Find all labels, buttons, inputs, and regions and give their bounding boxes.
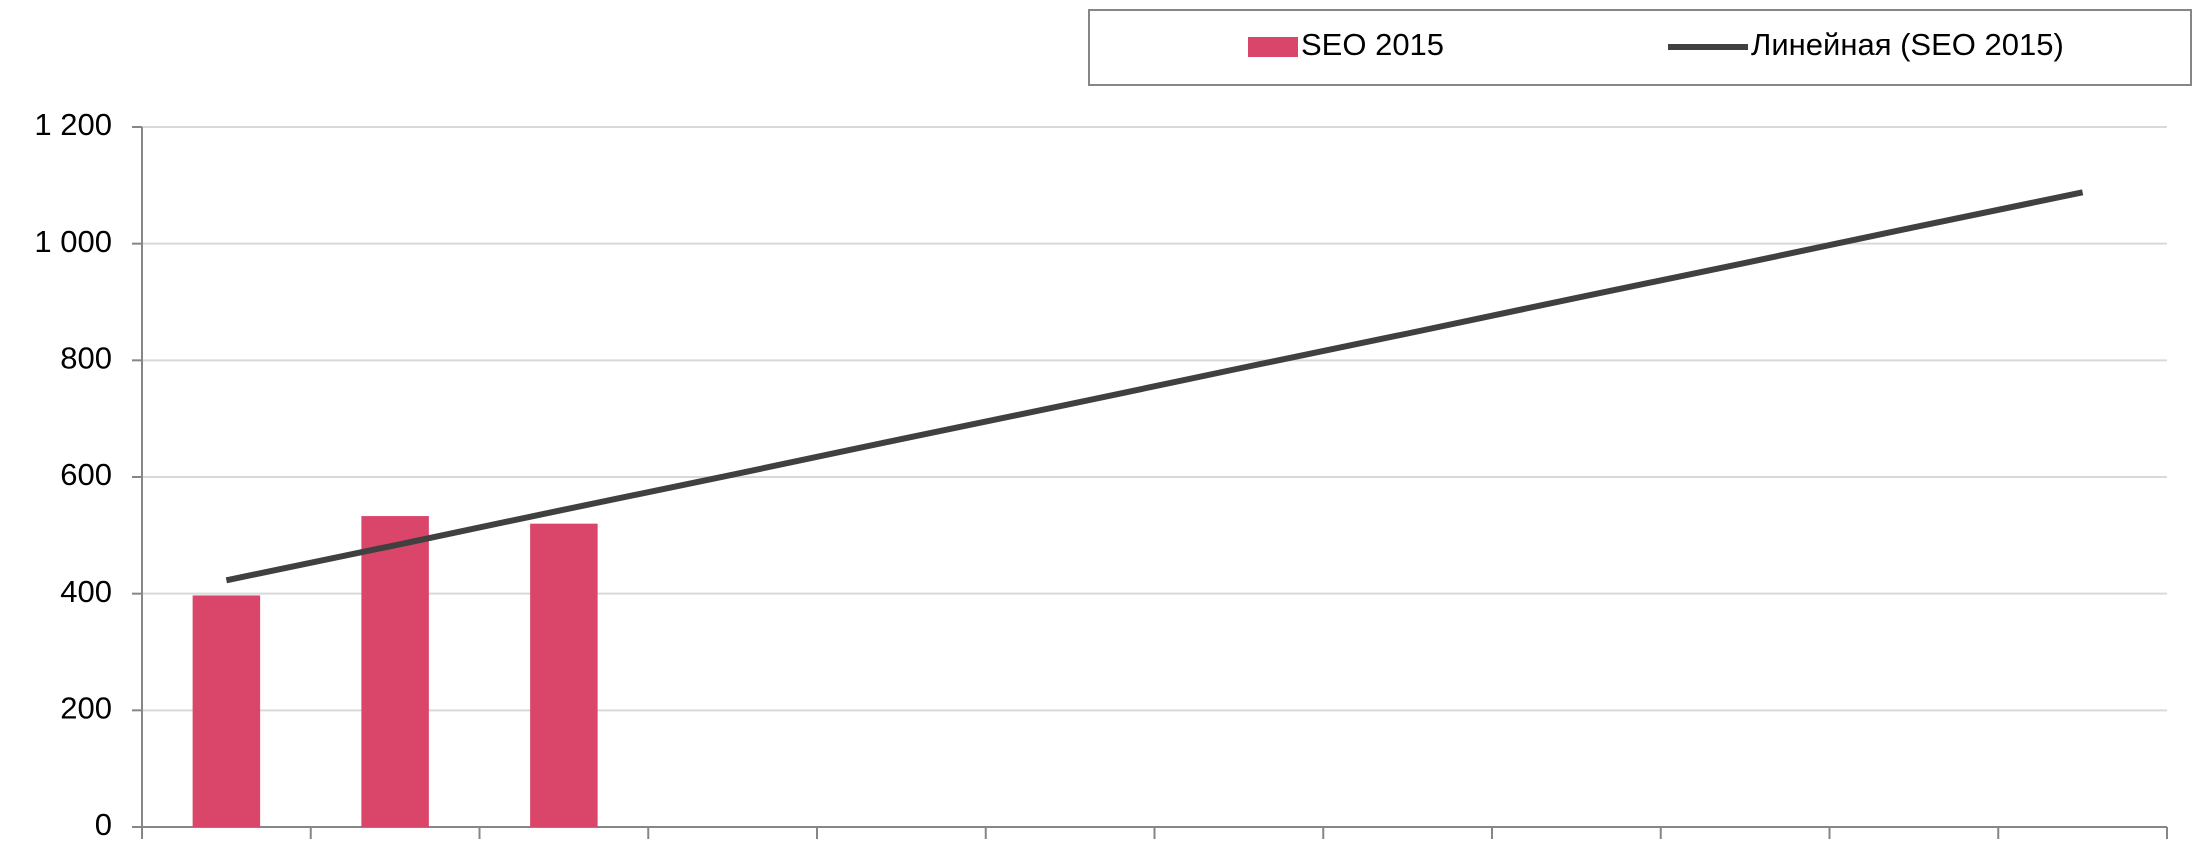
y-tick-label: 400 — [60, 574, 112, 609]
bar — [530, 523, 598, 827]
y-tick-label: 1 000 — [34, 224, 112, 259]
bar — [361, 516, 429, 827]
y-tick-label: 200 — [60, 691, 112, 726]
bar — [192, 595, 261, 827]
y-tick-label: 800 — [60, 341, 112, 376]
y-tick-label: 600 — [60, 457, 112, 492]
y-tick-label: 0 — [95, 807, 112, 841]
trend-line — [225, 189, 2084, 584]
legend-label: SEO 2015 — [1301, 27, 1444, 62]
legend-label: Линейная (SEO 2015) — [1751, 27, 2064, 62]
y-tick-label: 1 200 — [34, 107, 112, 142]
legend-swatch — [1248, 37, 1298, 57]
